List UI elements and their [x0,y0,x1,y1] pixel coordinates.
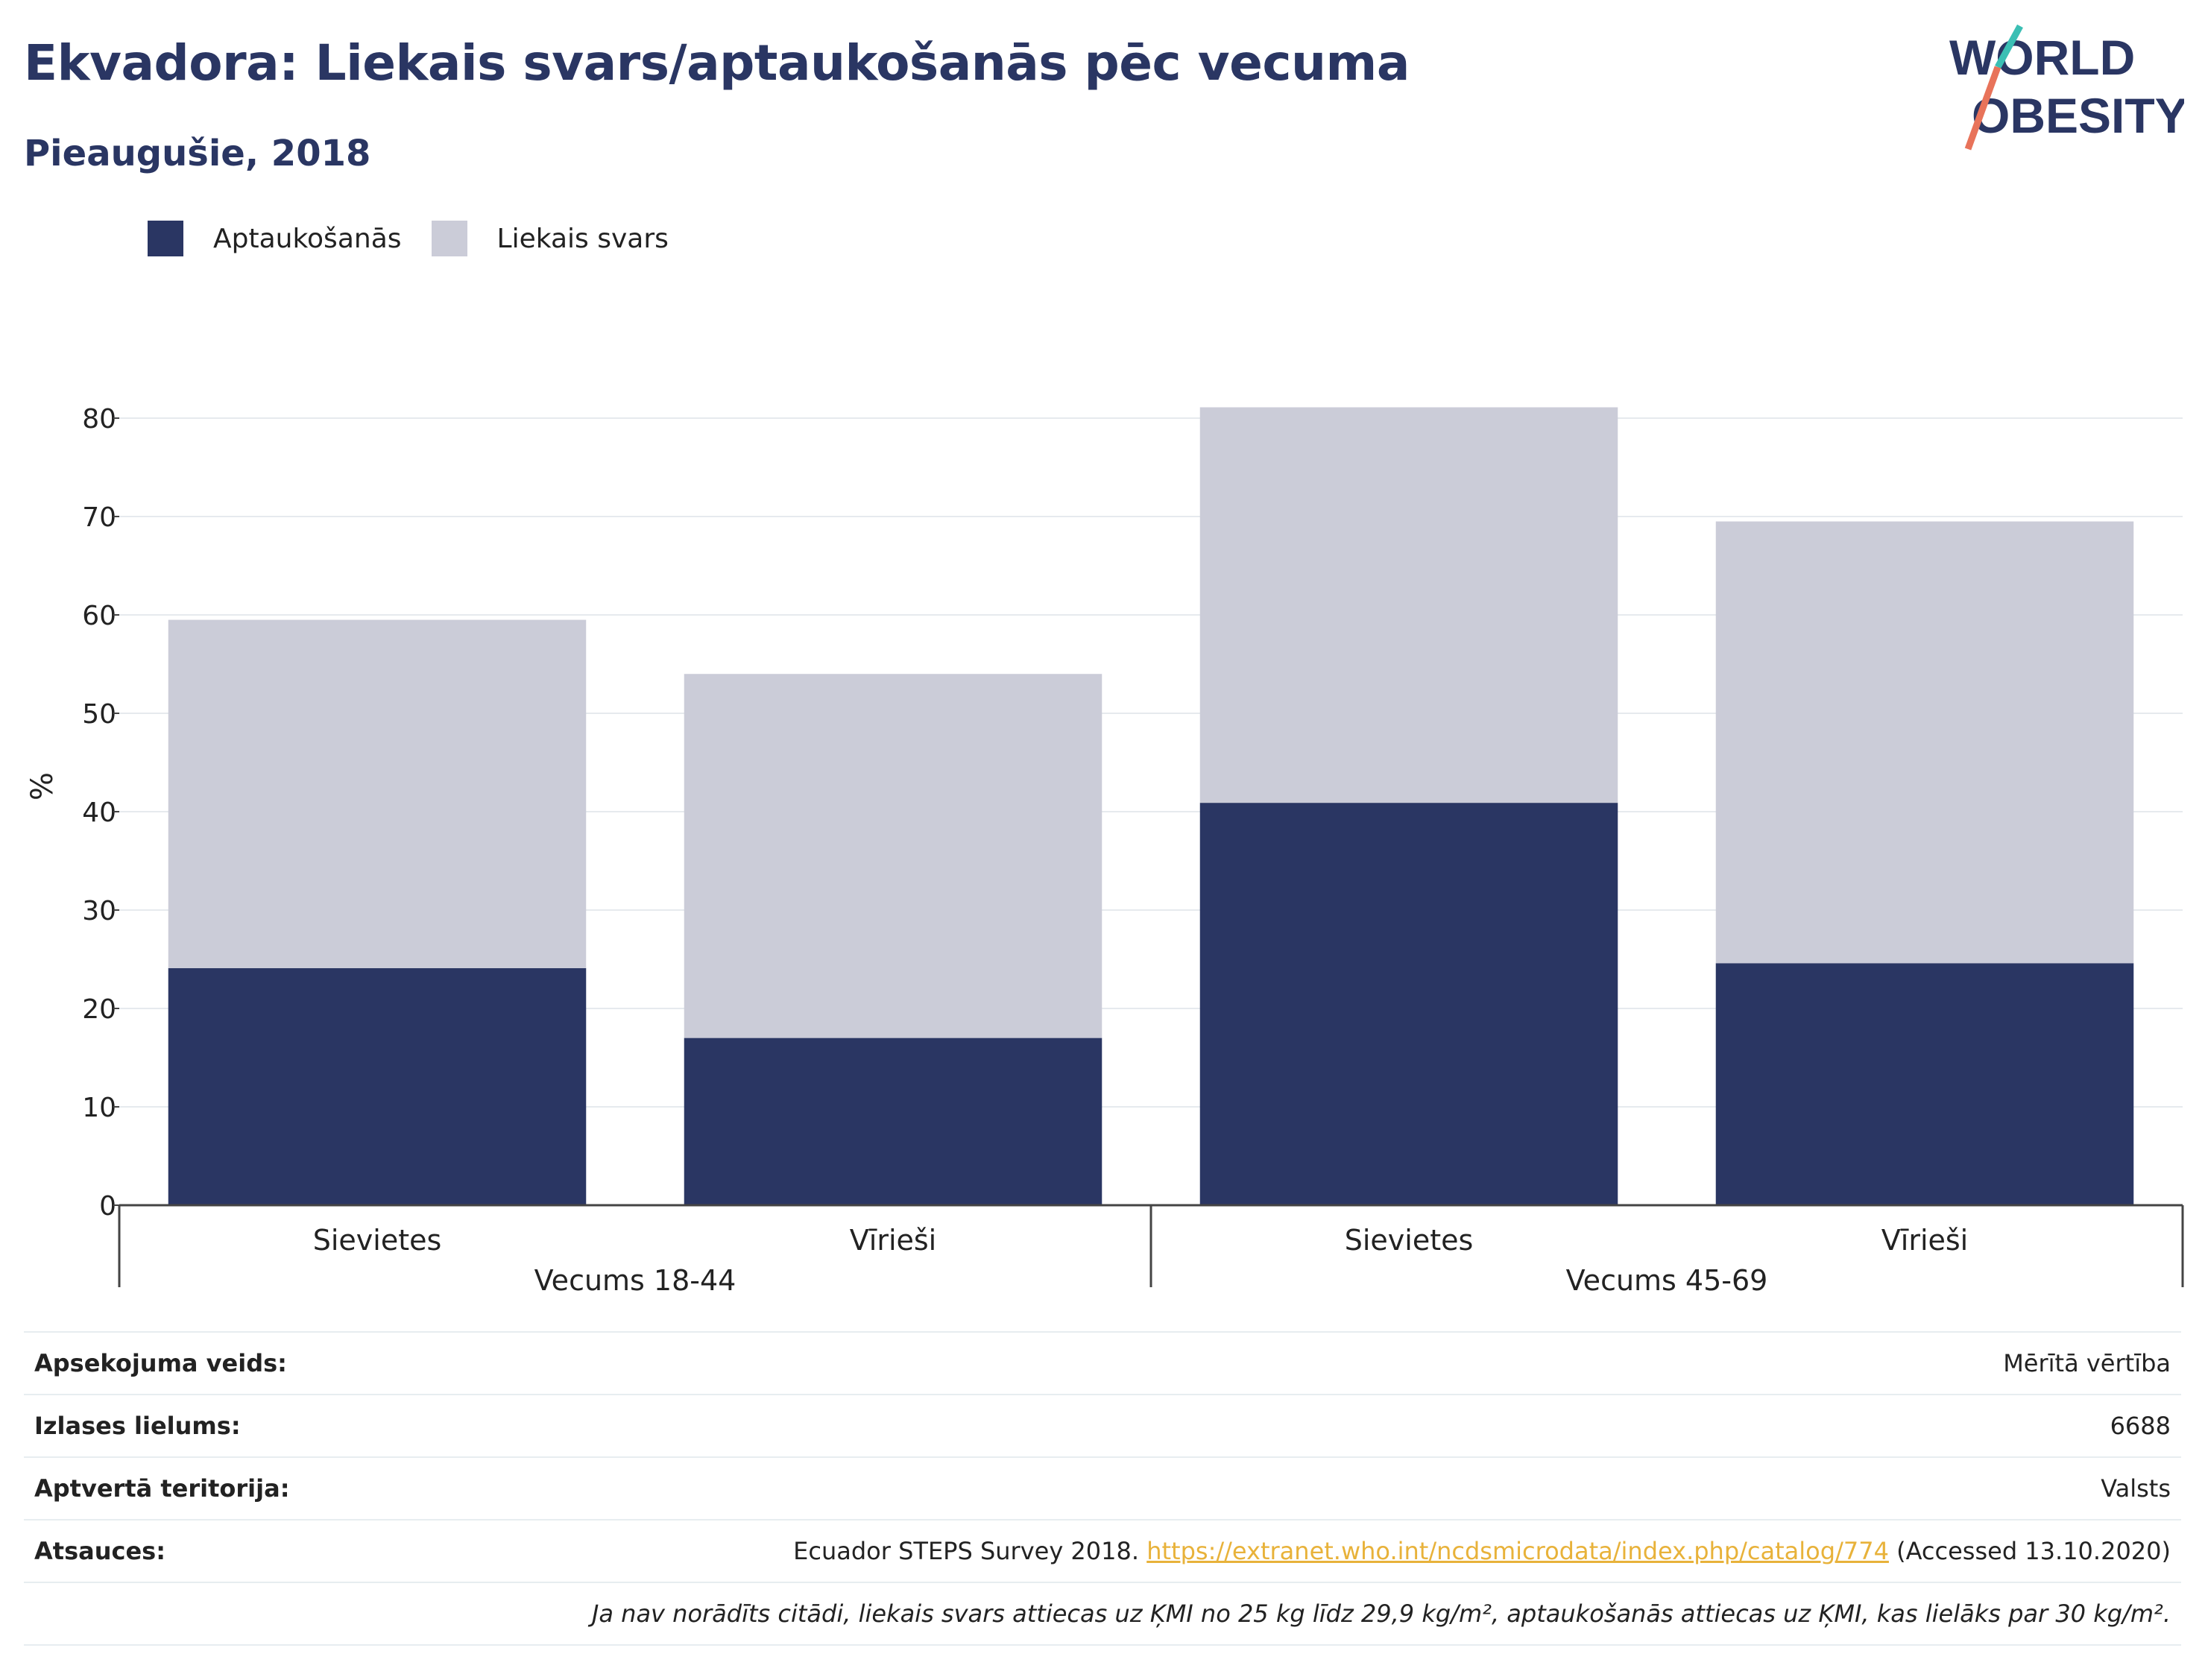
y-axis-label: % [25,772,60,800]
references-label: Atsauces: [34,1537,165,1565]
x-tick-label-1: Vīrieši [850,1224,936,1257]
chart-title: Ekvadora: Liekais svars/aptaukošanās pēc… [24,34,1410,92]
y-tick-label-40: 40 [82,798,116,828]
world-obesity-logo[interactable]: WORLD OBESITY [1938,22,2184,157]
bar-overweight-3 [1715,521,2134,964]
table-row-sample-size: Izlases lielums: 6688 [24,1394,2181,1456]
logo-line1: WORLD [1949,30,2135,85]
table-row-coverage: Aptvertā teritorija: Valsts [24,1456,2181,1519]
group-label-1: Vecums 45-69 [1566,1264,1768,1297]
y-tick-label-50: 50 [82,699,116,730]
chart-subtitle: Pieaugušie, 2018 [24,133,371,174]
legend: Aptaukošanās Liekais svars [148,221,698,256]
bar-obesity-1 [684,1038,1102,1205]
bar-obesity-2 [1199,803,1618,1205]
group-label-0: Vecums 18-44 [534,1264,736,1297]
logo-line2: OBESITY [1972,88,2184,143]
coverage-value: Valsts [2101,1474,2171,1503]
references-suffix: (Accessed 13.10.2020) [1888,1537,2171,1565]
legend-item-overweight[interactable]: Liekais svars [431,221,669,256]
legend-label-obesity: Aptaukošanās [213,223,402,254]
coverage-label: Aptvertā teritorija: [34,1474,290,1503]
y-tick-label-20: 20 [82,994,116,1025]
y-tick-label-60: 60 [82,601,116,631]
legend-swatch-overweight [431,221,467,256]
references-prefix: Ecuador STEPS Survey 2018. [793,1537,1147,1565]
logo-slash-coral [1964,66,2001,151]
y-tick-label-10: 10 [82,1093,116,1123]
bar-chart: % 0 10 20 30 40 50 60 70 80 Sievietes Vīrieši Sievi… [25,404,2184,1297]
bar-overweight-2 [1199,407,1618,803]
y-tick-label-0: 0 [99,1191,116,1222]
info-table: Apsekojuma veids: Mērītā vērtība Izlases… [24,1331,2181,1646]
x-tick-label-0: Sievietes [313,1224,442,1257]
logo-slash-teal [1995,24,2023,69]
sample-size-label: Izlases lielums: [34,1412,241,1440]
x-tick-label-2: Sievietes [1345,1224,1474,1257]
legend-swatch-obesity [148,221,183,256]
x-tick-label-3: Vīrieši [1881,1224,1968,1257]
y-tick-label-80: 80 [82,404,116,435]
definition-note: Ja nav norādīts citādi, liekais svars at… [591,1600,2171,1628]
bar-overweight-0 [168,619,587,968]
legend-label-overweight: Liekais svars [496,223,669,254]
bar-obesity-0 [168,967,587,1205]
legend-item-obesity[interactable]: Aptaukošanās [148,221,402,256]
references-link[interactable]: https://extranet.who.int/ncdsmicrodata/i… [1146,1537,1889,1565]
y-tick-label-70: 70 [82,502,116,533]
bar-overweight-1 [684,674,1102,1038]
survey-type-label: Apsekojuma veids: [34,1349,287,1377]
survey-type-value: Mērītā vērtība [2003,1349,2171,1377]
y-tick-label-30: 30 [82,896,116,926]
references-value: Ecuador STEPS Survey 2018. https://extra… [793,1537,2181,1565]
sample-size-value: 6688 [2110,1412,2171,1440]
table-row-note: Ja nav norādīts citādi, liekais svars at… [24,1582,2181,1646]
bar-obesity-3 [1715,963,2134,1205]
table-row-references: Atsauces: Ecuador STEPS Survey 2018. htt… [24,1519,2181,1582]
table-row-survey-type: Apsekojuma veids: Mērītā vērtība [24,1331,2181,1394]
